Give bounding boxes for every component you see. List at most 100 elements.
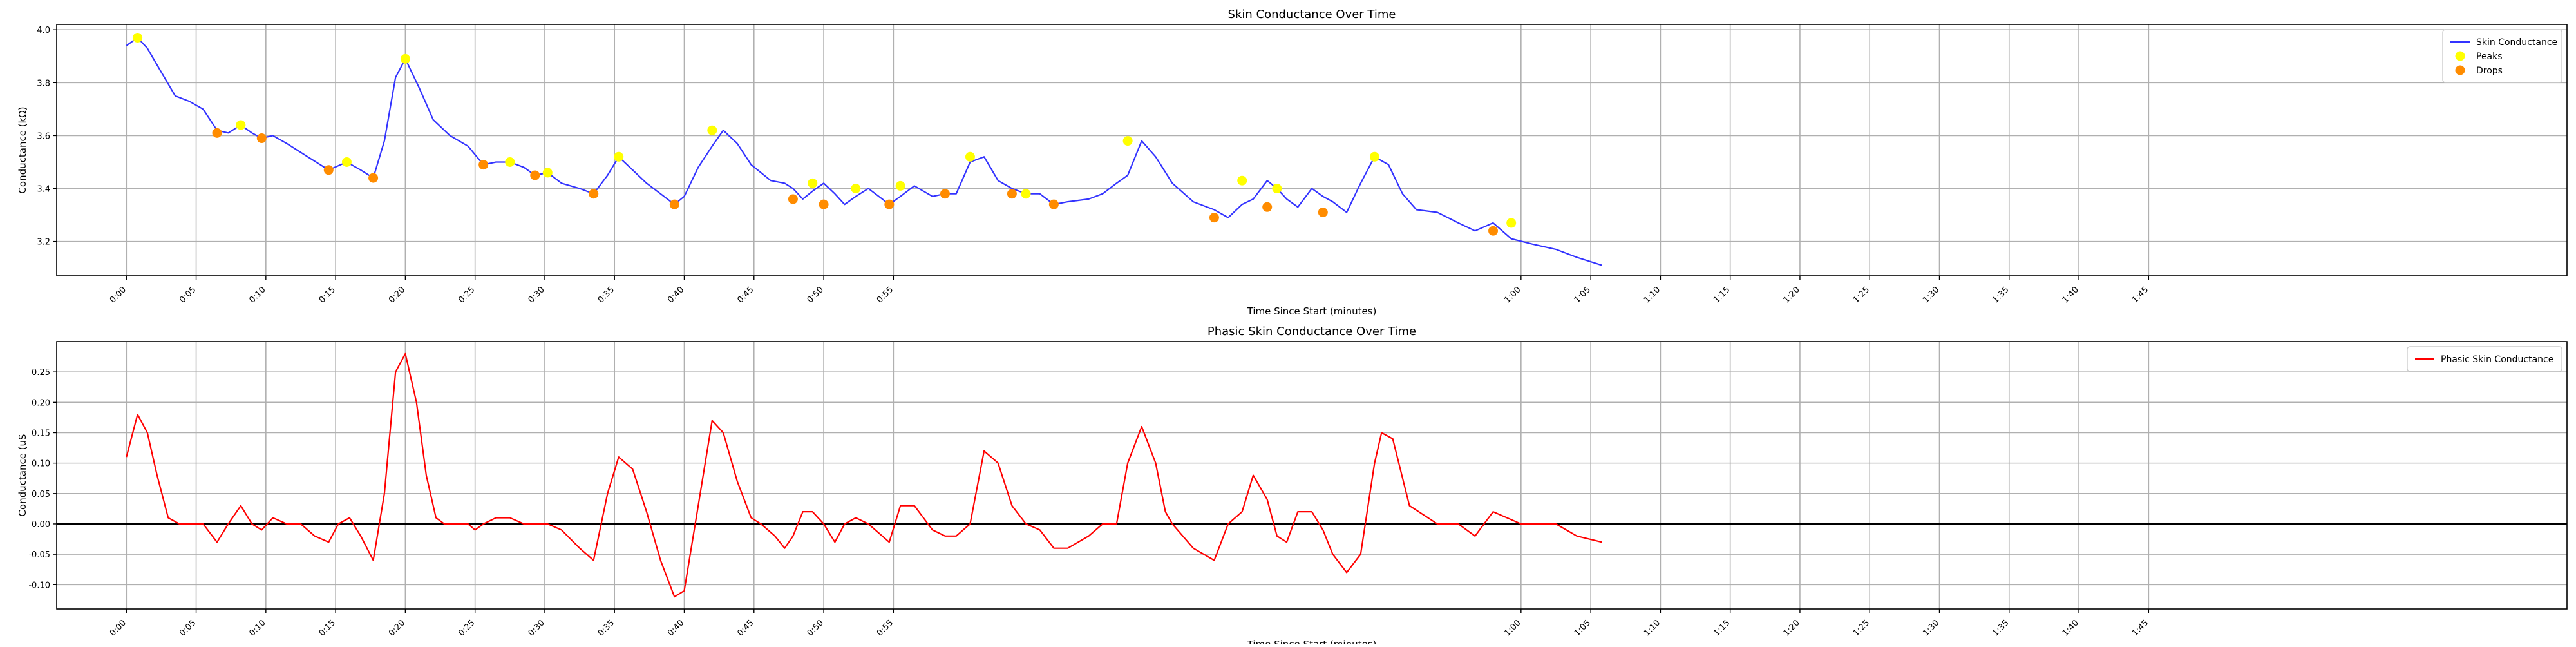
scatter-point [884, 199, 895, 209]
x-tick-label: 1:45 [2130, 285, 2150, 305]
legend-box [2442, 29, 2562, 83]
scatter-point [1237, 175, 1247, 186]
plot-frame [56, 341, 2568, 610]
scatter-point [323, 165, 334, 175]
y-tick-label: -0.05 [28, 550, 50, 560]
x-tick-label: 1:40 [2061, 285, 2081, 305]
x-tick-label: 0:05 [178, 285, 198, 305]
scatter-point [965, 151, 975, 162]
x-tick-label: 1:30 [1921, 285, 1941, 305]
scatter-point [505, 157, 515, 167]
legend-box [2407, 346, 2562, 372]
scatter-point [1318, 207, 1328, 217]
scatter-point [1021, 189, 1031, 199]
x-tick-label: 1:45 [2130, 618, 2150, 638]
x-tick-label: 0:40 [666, 618, 686, 638]
scatter-point [819, 199, 829, 209]
grid [57, 24, 2567, 276]
x-tick-label: 1:15 [1712, 618, 1732, 638]
plot-area [57, 24, 2567, 276]
scatter-point [236, 120, 246, 130]
y-tick-label: 0.20 [32, 398, 50, 408]
scatter-point [1007, 189, 1017, 199]
x-tick-label: 1:30 [1921, 618, 1941, 638]
legend-label: Peaks [2476, 52, 2503, 62]
y-tick-label: 4.0 [37, 26, 50, 35]
x-tick-label: 0:30 [527, 618, 547, 638]
phasic-skin-conductance-chart: 0:00 0:05 0:10 0:15 0:20 0:25 0:30 0:35 0:40 0:45… [17, 325, 2568, 647]
scatter-point [1506, 218, 1517, 228]
scatter-point [589, 189, 599, 199]
scatter-point [478, 160, 489, 170]
x-tick-label: 0:55 [875, 285, 895, 305]
x-tick-label: 0:10 [247, 618, 267, 638]
plot-frame [56, 24, 2568, 276]
x-tick-label: 0:35 [596, 618, 616, 638]
scatter-point [669, 199, 679, 209]
scatter-point [400, 53, 410, 64]
series-group [57, 352, 2567, 598]
x-tick-label: 1:00 [1502, 285, 1522, 305]
scatter-point [341, 157, 352, 167]
legend-label: Phasic Skin Conductance [2441, 354, 2553, 365]
x-tick-label: 0:15 [317, 618, 337, 638]
x-tick-label: 0:45 [735, 618, 755, 638]
series-group [126, 33, 1602, 266]
scatter-point [1048, 199, 1059, 209]
x-tick-label: 0:00 [108, 285, 128, 305]
x-tick-label: 1:25 [1852, 285, 1871, 305]
scatter-point [368, 173, 379, 183]
x-tick-label: 1:25 [1852, 618, 1871, 638]
chart-title: Skin Conductance Over Time [1228, 8, 1396, 21]
x-tick-label: 0:40 [666, 285, 686, 305]
x-tick-label: 0:45 [735, 285, 755, 305]
series-line [126, 352, 1602, 598]
x-tick-label: 0:55 [875, 618, 895, 638]
scatter-point [614, 151, 624, 162]
scatter-point [707, 125, 717, 135]
legend: Skin Conductance Peaks Drops [2442, 29, 2562, 83]
x-tick-label: 1:40 [2061, 618, 2081, 638]
y-tick-label: 0.00 [32, 520, 50, 530]
x-tick-label: 0:50 [806, 618, 826, 638]
x-tick-label: 1:10 [1642, 285, 1662, 305]
y-tick-label: 3.8 [37, 79, 50, 88]
legend-label: Drops [2476, 66, 2503, 76]
x-axis-label: Time Since Start (minutes) [1247, 305, 1377, 317]
scatter-point [542, 168, 553, 178]
scatter-point [788, 194, 798, 204]
x-tick-label: 0:15 [317, 285, 337, 305]
x-tick-label: 0:20 [387, 618, 407, 638]
y-tick-label: -0.10 [28, 581, 50, 590]
skin-conductance-chart: 0:00 0:05 0:10 0:15 0:20 0:25 0:30 0:35 0:40 0:45… [17, 8, 2568, 317]
scatter-point [530, 170, 540, 180]
x-tick-label: 0:35 [596, 285, 616, 305]
x-tick-label: 1:35 [1991, 618, 2011, 638]
x-tick-label: 0:25 [457, 285, 477, 305]
y-tick-label: 3.2 [37, 238, 50, 247]
x-tick-label: 1:15 [1712, 285, 1732, 305]
x-tick-label: 1:00 [1502, 618, 1522, 638]
series-line [126, 37, 1602, 266]
scatter-point [1209, 213, 1219, 223]
y-tick-label: 3.4 [37, 185, 50, 195]
y-tick-label: 0.15 [32, 429, 50, 438]
scatter-point [212, 128, 222, 138]
scatter-point [895, 180, 905, 191]
legend-marker-swatch [2455, 51, 2465, 61]
scatter-point [1122, 136, 1133, 146]
x-tick-label: 1:35 [1991, 285, 2011, 305]
legend-label: Skin Conductance [2476, 37, 2557, 48]
x-tick-label: 1:20 [1782, 285, 1802, 305]
scatter-point [133, 33, 143, 43]
y-tick-label: 0.05 [32, 490, 50, 499]
x-tick-label: 0:30 [527, 285, 547, 305]
y-tick-label: 0.25 [32, 368, 50, 378]
x-tick-label: 1:05 [1573, 618, 1593, 638]
x-tick-label: 0:10 [247, 285, 267, 305]
scatter-point [1488, 226, 1499, 236]
x-tick-label: 1:20 [1782, 618, 1802, 638]
scatter-point [851, 184, 861, 194]
x-tick-label: 0:05 [178, 618, 198, 638]
